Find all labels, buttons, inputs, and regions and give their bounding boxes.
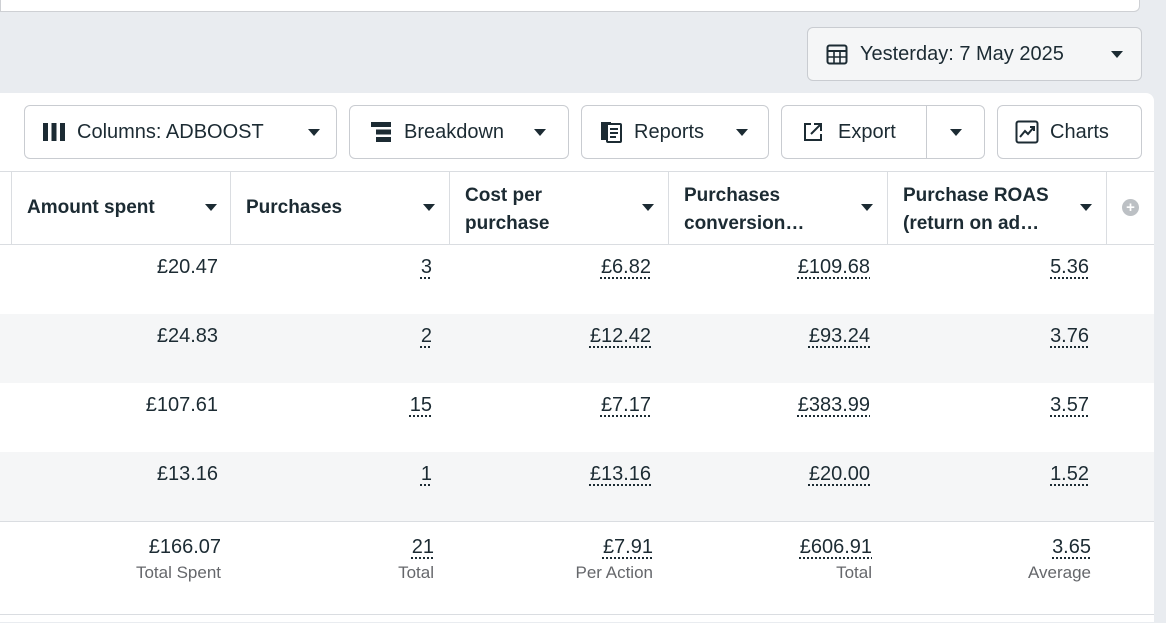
total-purchases-label: Total bbox=[398, 563, 434, 582]
breakdown-button[interactable]: Breakdown bbox=[349, 105, 569, 159]
columns-icon bbox=[41, 119, 67, 145]
column-header-cost-per-purchase[interactable]: Cost per purchase bbox=[449, 172, 668, 244]
column-header-purchase-roas[interactable]: Purchase ROAS (return on ad… bbox=[887, 172, 1106, 244]
table-row[interactable]: £107.61 15 £7.17 £383.99 3.57 bbox=[0, 383, 1154, 452]
amount-spent-cell: £107.61 bbox=[145, 394, 218, 416]
total-amount-spent-cell: £166.07 Total Spent bbox=[0, 522, 221, 614]
total-conversion-value-label: Total bbox=[836, 563, 872, 582]
amount-spent-cell: £13.16 bbox=[156, 463, 218, 485]
amount-spent-cell: £24.83 bbox=[156, 325, 218, 347]
top-panel-edge bbox=[0, 0, 1140, 12]
table-bottom-border bbox=[0, 614, 1154, 615]
table-row[interactable]: £13.16 1 £13.16 £20.00 1.52 bbox=[0, 452, 1154, 521]
cost-per-purchase-cell[interactable]: £12.42 bbox=[589, 325, 651, 347]
total-purchase-roas-label: Average bbox=[1027, 563, 1091, 582]
results-table: Amount spent Purchases Cost per purchase… bbox=[0, 171, 1154, 623]
date-range-button[interactable]: Yesterday: 7 May 2025 bbox=[807, 27, 1142, 81]
chevron-down-icon bbox=[949, 128, 962, 136]
table-row[interactable]: £20.47 3 £6.82 £109.68 5.36 bbox=[0, 245, 1154, 314]
purchase-roas-cell[interactable]: 3.76 bbox=[1050, 325, 1089, 347]
charts-icon bbox=[1014, 119, 1040, 145]
conversion-value-cell[interactable]: £383.99 bbox=[797, 394, 870, 416]
calendar-icon bbox=[826, 43, 848, 65]
cost-per-purchase-cell[interactable]: £13.16 bbox=[589, 463, 651, 485]
totals-row: £166.07 Total Spent 21 Total £7.91 Per A… bbox=[0, 521, 1154, 614]
purchases-cell[interactable]: 3 bbox=[420, 256, 432, 278]
purchase-roas-cell[interactable]: 3.57 bbox=[1050, 394, 1089, 416]
purchases-cell[interactable]: 1 bbox=[420, 463, 432, 485]
conversion-value-cell[interactable]: £109.68 bbox=[797, 256, 870, 278]
sort-caret-icon bbox=[861, 204, 873, 211]
export-button[interactable]: Export bbox=[782, 106, 928, 158]
amount-spent-cell: £20.47 bbox=[156, 256, 218, 278]
add-column-cell bbox=[1106, 172, 1154, 244]
export-dropdown-button[interactable] bbox=[927, 106, 984, 158]
charts-button[interactable]: Charts bbox=[997, 105, 1142, 159]
table-row[interactable]: £24.83 2 £12.42 £93.24 3.76 bbox=[0, 314, 1154, 383]
export-icon bbox=[800, 119, 826, 145]
columns-label: Columns: ADBOOST bbox=[77, 120, 264, 143]
column-header-purchases-conversion[interactable]: Purchases conversion… bbox=[668, 172, 887, 244]
total-amount-spent-label: Total Spent bbox=[135, 563, 221, 582]
cost-per-purchase-cell[interactable]: £7.17 bbox=[600, 394, 651, 416]
total-purchases-cell[interactable]: 21 Total bbox=[230, 522, 434, 614]
export-button-group: Export bbox=[781, 105, 985, 159]
conversion-value-cell[interactable]: £20.00 bbox=[808, 463, 870, 485]
chevron-down-icon bbox=[736, 128, 748, 136]
columns-button[interactable]: Columns: ADBOOST bbox=[24, 105, 337, 159]
purchases-cell[interactable]: 2 bbox=[420, 325, 432, 347]
add-column-icon[interactable]: + bbox=[1122, 199, 1139, 216]
sort-caret-icon bbox=[423, 204, 435, 211]
breakdown-icon bbox=[368, 119, 394, 145]
reporting-panel: Columns: ADBOOST Breakdown Reports Expor… bbox=[0, 93, 1154, 622]
reports-label: Reports bbox=[634, 120, 705, 143]
total-purchase-roas-cell[interactable]: 3.65 Average bbox=[887, 522, 1091, 614]
total-cost-per-purchase-cell[interactable]: £7.91 Per Action bbox=[449, 522, 654, 614]
sort-caret-icon bbox=[205, 204, 217, 211]
charts-label: Charts bbox=[1050, 120, 1109, 143]
export-label: Export bbox=[838, 120, 896, 143]
table-header: Amount spent Purchases Cost per purchase… bbox=[0, 172, 1154, 245]
date-range-label: Yesterday: 7 May 2025 bbox=[860, 42, 1064, 65]
reports-button[interactable]: Reports bbox=[581, 105, 769, 159]
chevron-down-icon bbox=[1111, 50, 1123, 58]
reports-icon bbox=[598, 119, 624, 145]
column-header-purchases[interactable]: Purchases bbox=[230, 172, 449, 244]
purchase-roas-cell[interactable]: 5.36 bbox=[1050, 256, 1089, 278]
sort-caret-icon bbox=[642, 204, 654, 211]
total-cost-per-purchase-label: Per Action bbox=[575, 563, 654, 582]
conversion-value-cell[interactable]: £93.24 bbox=[808, 325, 870, 347]
purchases-cell[interactable]: 15 bbox=[409, 394, 432, 416]
sort-caret-icon bbox=[1080, 204, 1092, 211]
breakdown-label: Breakdown bbox=[404, 120, 505, 143]
purchase-roas-cell[interactable]: 1.52 bbox=[1050, 463, 1089, 485]
column-header-amount-spent[interactable]: Amount spent bbox=[11, 172, 231, 244]
table-toolbar: Columns: ADBOOST Breakdown Reports Expor… bbox=[0, 93, 1154, 171]
chevron-down-icon bbox=[534, 128, 546, 136]
chevron-down-icon bbox=[308, 128, 320, 136]
cost-per-purchase-cell[interactable]: £6.82 bbox=[600, 256, 651, 278]
total-conversion-value-cell[interactable]: £606.91 Total bbox=[668, 522, 872, 614]
